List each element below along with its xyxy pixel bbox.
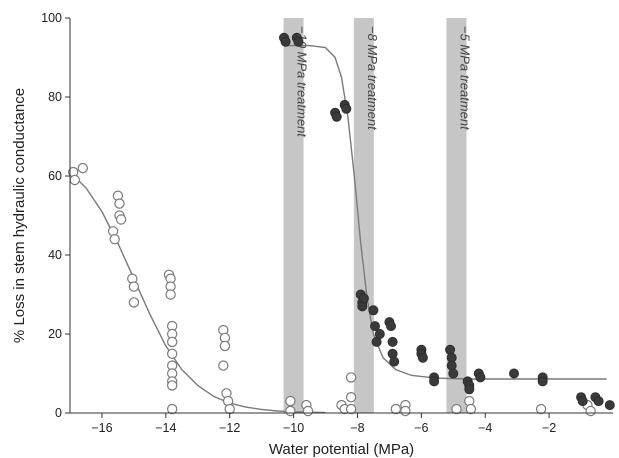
open-point (128, 281, 140, 292)
filled-point (331, 111, 342, 122)
x-tick-label: −6 (414, 421, 428, 435)
open-point (218, 360, 229, 371)
filled-point (537, 376, 548, 387)
x-tick-label: −8 (350, 421, 364, 435)
y-tick-label: 80 (48, 90, 62, 104)
filled-point (293, 36, 304, 47)
filled-point (508, 368, 519, 379)
open-point (69, 174, 81, 186)
open-point (345, 392, 357, 403)
open-point (166, 380, 178, 391)
filled-point (385, 321, 396, 332)
filled-point (389, 356, 400, 367)
open-point (114, 198, 125, 209)
y-tick-label: 60 (48, 169, 62, 183)
y-tick-label: 20 (48, 327, 62, 341)
filled-point (357, 301, 368, 312)
fit-curve (284, 44, 607, 380)
x-tick-label: −10 (283, 421, 304, 435)
filled-point (341, 103, 352, 114)
open-point (465, 403, 477, 415)
open-point (390, 403, 401, 415)
open-point (128, 297, 140, 308)
fit-curves (69, 44, 607, 414)
filled-point (417, 352, 428, 363)
x-tick-label: −4 (478, 421, 492, 435)
y-tick-label: 100 (41, 11, 62, 25)
open-point (109, 233, 120, 245)
x-tick-label: −2 (542, 421, 556, 435)
open-point (345, 372, 357, 383)
axes (65, 17, 613, 418)
treatment-band-label: −5 MPa treatment (457, 26, 472, 131)
treatment-band-label: −8 MPa treatment (365, 26, 380, 131)
filled-point (374, 328, 385, 339)
open-point (224, 403, 235, 415)
open-point (535, 403, 547, 415)
filled-point (593, 396, 604, 407)
filled-point (604, 400, 615, 411)
treatment-bands: −10 MPa treatment −8 MPa treatment −5 MPa … (283, 18, 472, 413)
filled-point (464, 384, 475, 395)
treatment-band (353, 18, 374, 413)
treatment-band (283, 18, 304, 413)
open-point (219, 340, 231, 352)
y-axis-title: % Loss in stem hydraulic conductance (11, 88, 28, 343)
filled-point (358, 293, 369, 304)
open-point (166, 336, 178, 348)
open-point (115, 214, 127, 225)
data-points (67, 32, 615, 417)
x-tick-label: −16 (91, 421, 112, 435)
x-tick-label: −14 (155, 421, 176, 435)
y-tick-label: 0 (55, 406, 62, 420)
filled-point (369, 321, 380, 332)
open-point (285, 395, 296, 407)
open-point (166, 403, 178, 415)
x-axis-title: Water potential (MPa) (269, 441, 414, 458)
filled-point (429, 376, 440, 387)
treatment-band (446, 18, 467, 413)
open-point (345, 403, 357, 415)
filled-point (387, 336, 398, 347)
x-tick-label: −12 (219, 421, 240, 435)
open-point (585, 405, 596, 417)
open-point (165, 289, 176, 300)
open-point (451, 403, 462, 415)
filled-point (577, 396, 588, 407)
tick-labels: −16 −14 −12 −10 −8 −6 −4 −2 0 20 40 60 80 100 (41, 11, 556, 435)
treatment-band-label: −10 MPa treatment (295, 26, 310, 138)
filled-point (280, 36, 291, 47)
open-point (77, 162, 89, 174)
filled-point (475, 372, 486, 383)
filled-point (368, 305, 379, 316)
open-point (302, 405, 314, 417)
filled-point (448, 368, 459, 379)
open-point (166, 348, 178, 359)
open-point (400, 405, 411, 417)
y-tick-label: 40 (48, 248, 62, 262)
